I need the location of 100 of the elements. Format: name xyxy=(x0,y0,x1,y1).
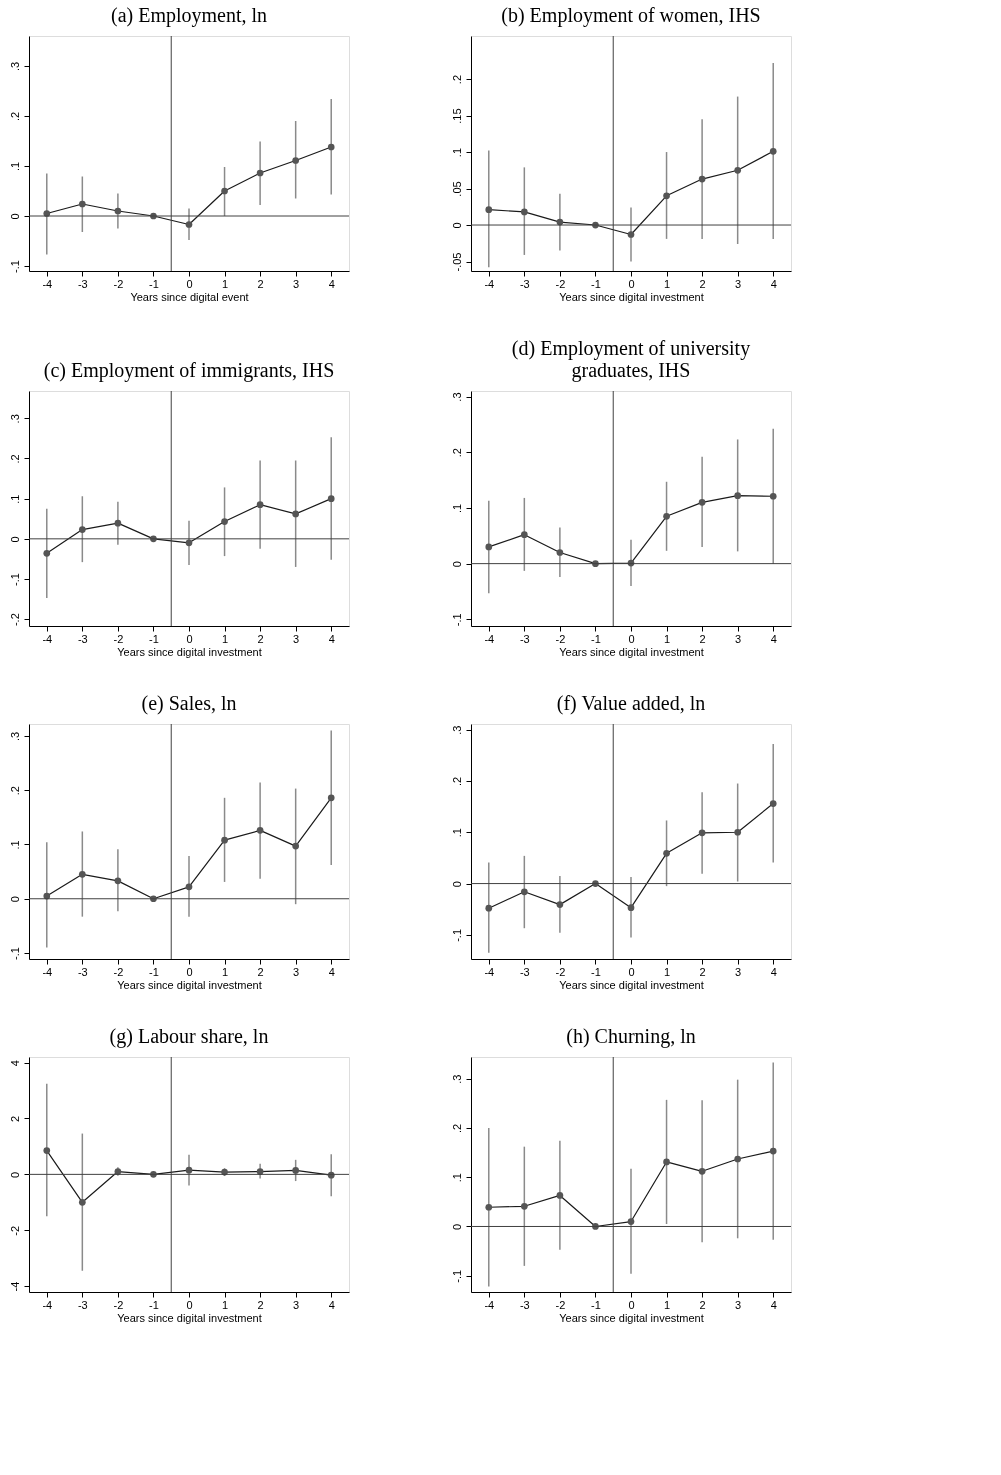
x-tick-label: -2 xyxy=(113,965,124,978)
x-tick-label: -3 xyxy=(77,965,88,978)
x-tick-label: -3 xyxy=(519,277,530,290)
x-tick-label: 0 xyxy=(628,277,635,290)
x-tick-label: 1 xyxy=(663,277,671,290)
y-tick-label: 0 xyxy=(450,881,463,888)
x-tick-label: -2 xyxy=(555,1298,566,1311)
y-tick-label: -.1 xyxy=(8,947,21,960)
y-tick-label: .1 xyxy=(8,494,21,504)
y-tick-label: 0 xyxy=(8,896,21,903)
x-tick-label: 3 xyxy=(293,1298,300,1311)
x-tick-label: 2 xyxy=(257,1298,264,1311)
y-tick-label: .3 xyxy=(8,731,21,742)
y-tick-label: -.2 xyxy=(8,613,21,627)
y-tick-label: -.1 xyxy=(450,613,463,627)
x-tick-label: -1 xyxy=(149,965,159,978)
x-tick-label: -3 xyxy=(77,1298,88,1311)
y-tick-label: .1 xyxy=(8,161,21,172)
x-tick-label: 0 xyxy=(186,277,193,290)
y-tick-label: .2 xyxy=(450,448,463,458)
x-tick-label: -4 xyxy=(484,632,495,645)
x-axis-title: Years since digital event xyxy=(130,290,249,303)
y-tick-label: 0 xyxy=(450,561,463,568)
x-tick-label: 1 xyxy=(663,965,671,978)
x-axis-title: Years since digital investment xyxy=(559,978,704,991)
y-tick-label: 0 xyxy=(450,222,463,229)
y-tick-label: -4 xyxy=(8,1281,21,1292)
chart-title: (b) Employment of women, IHS xyxy=(501,3,761,27)
y-tick-label: .2 xyxy=(8,454,21,464)
y-tick-label: -.05 xyxy=(450,252,463,272)
x-tick-label: 2 xyxy=(699,632,706,645)
y-tick-label: -2 xyxy=(8,1225,21,1236)
chart-title: (c) Employment of immigrants, IHS xyxy=(43,358,335,382)
y-tick-label: .2 xyxy=(450,776,463,787)
x-tick-label: 2 xyxy=(699,1298,706,1311)
x-tick-label: 4 xyxy=(328,965,335,978)
x-tick-label: 3 xyxy=(735,1298,742,1311)
y-tick-label: .2 xyxy=(450,74,463,85)
y-tick-label: .1 xyxy=(450,1173,463,1183)
y-tick-label: .2 xyxy=(8,786,21,796)
y-tick-label: .15 xyxy=(450,108,463,124)
x-tick-label: -4 xyxy=(42,1298,53,1311)
y-tick-label: .1 xyxy=(8,840,21,850)
x-tick-label: -1 xyxy=(149,277,159,290)
x-tick-label: -2 xyxy=(555,277,566,290)
y-tick-label: .3 xyxy=(450,725,463,735)
y-tick-label: 0 xyxy=(8,536,21,543)
y-tick-label: .2 xyxy=(450,1123,463,1134)
x-tick-label: 2 xyxy=(699,965,706,978)
x-tick-label: -4 xyxy=(42,277,53,290)
y-tick-label: .3 xyxy=(8,414,21,424)
x-tick-label: -1 xyxy=(591,277,601,290)
x-tick-label: -4 xyxy=(484,1298,495,1311)
chart-title: (f) Value added, ln xyxy=(556,691,706,715)
x-axis-title: Years since digital investment xyxy=(559,1311,704,1324)
x-tick-label: 4 xyxy=(770,965,777,978)
x-tick-label: 3 xyxy=(735,632,742,645)
x-axis-title: Years since digital investment xyxy=(559,290,704,303)
x-tick-label: 1 xyxy=(221,632,229,645)
x-tick-label: -3 xyxy=(77,632,88,645)
x-tick-label: 0 xyxy=(628,965,635,978)
x-tick-label: -4 xyxy=(42,632,53,645)
x-tick-label: 3 xyxy=(293,965,300,978)
x-tick-label: 1 xyxy=(663,1298,671,1311)
x-tick-label: -2 xyxy=(555,965,566,978)
x-tick-label: 2 xyxy=(699,277,706,290)
y-tick-label: 2 xyxy=(8,1115,21,1123)
x-axis-title: Years since digital investment xyxy=(117,978,262,991)
x-tick-label: -1 xyxy=(149,1298,159,1311)
chart-title: (h) Churning, ln xyxy=(566,1024,696,1048)
y-tick-label: 0 xyxy=(8,213,21,220)
x-tick-label: -2 xyxy=(113,632,124,645)
x-tick-label: 3 xyxy=(735,965,742,978)
x-tick-label: 4 xyxy=(770,277,777,290)
x-tick-label: 3 xyxy=(293,277,300,290)
x-axis-title: Years since digital investment xyxy=(117,645,262,658)
y-tick-label: -.1 xyxy=(450,1269,463,1283)
chart-title: (a) Employment, ln xyxy=(110,3,268,27)
x-axis-title: Years since digital investment xyxy=(559,645,704,658)
y-tick-label: -.1 xyxy=(8,573,21,586)
chart-title: (g) Labour share, ln xyxy=(109,1024,269,1048)
x-axis-title: Years since digital investment xyxy=(117,1311,262,1324)
x-tick-label: -4 xyxy=(484,965,495,978)
x-tick-label: 0 xyxy=(186,632,193,645)
x-tick-label: -2 xyxy=(113,1298,124,1311)
y-tick-label: .2 xyxy=(8,111,21,122)
chart-title: (d) Employment of university graduates, IHS xyxy=(511,336,751,382)
x-tick-label: -4 xyxy=(42,965,53,978)
x-tick-label: 3 xyxy=(293,632,300,645)
x-tick-label: 1 xyxy=(221,1298,229,1311)
y-tick-label: 4 xyxy=(8,1060,21,1067)
y-tick-label: -.1 xyxy=(450,928,463,942)
y-tick-label: .3 xyxy=(450,392,463,402)
y-tick-label: .1 xyxy=(450,147,463,158)
y-tick-label: 0 xyxy=(450,1223,463,1231)
x-tick-label: -1 xyxy=(591,965,601,978)
y-tick-label: .3 xyxy=(450,1074,463,1084)
x-tick-label: 0 xyxy=(186,965,193,978)
x-tick-label: -3 xyxy=(77,277,88,290)
x-tick-label: -1 xyxy=(591,632,601,645)
